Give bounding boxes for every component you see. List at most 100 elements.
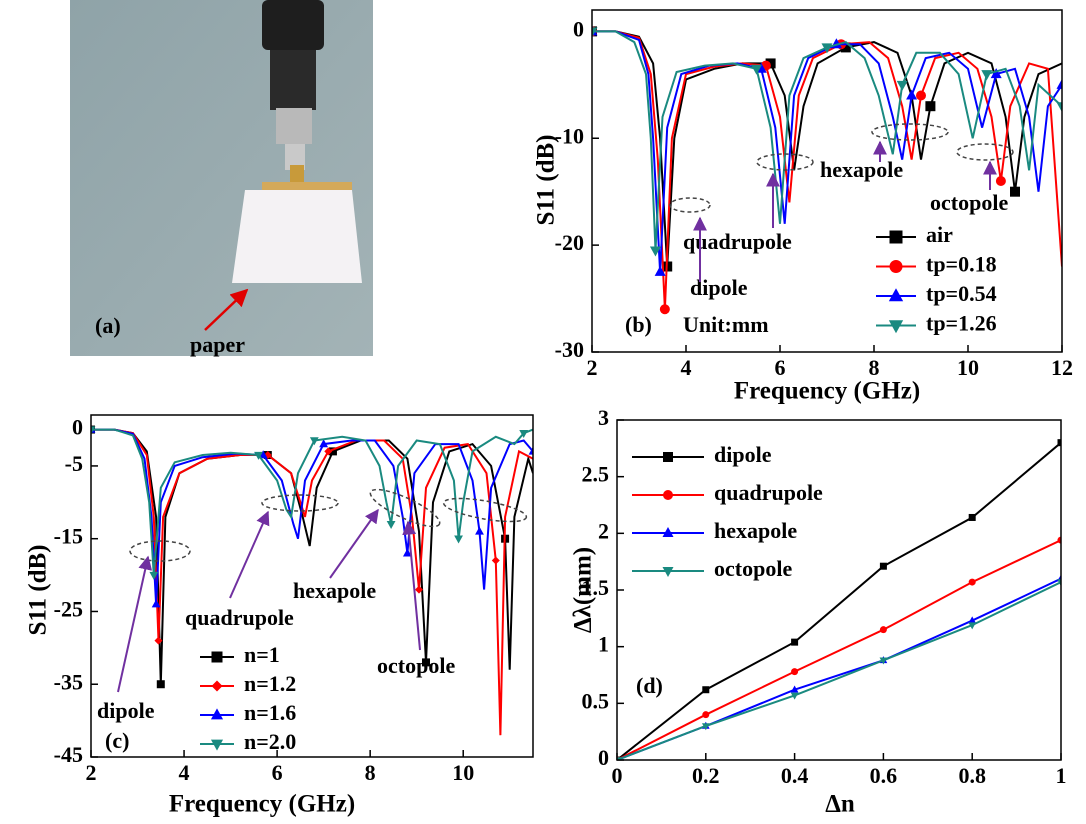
- x-axis-label: Δn: [825, 791, 855, 818]
- x-tick-label: 4: [179, 760, 190, 785]
- connector-pin: [285, 144, 305, 170]
- marker: [649, 246, 661, 257]
- marker: [324, 447, 333, 456]
- plot-frame: [616, 419, 1062, 761]
- marker: [592, 27, 598, 38]
- mode-arrow: [117, 555, 153, 693]
- marker: [1056, 78, 1062, 89]
- marker: [879, 657, 888, 665]
- line: [617, 441, 1061, 760]
- marker: [415, 585, 424, 594]
- y-axis-label: S11 (dB): [25, 544, 52, 635]
- mode-ellipse: [369, 488, 441, 528]
- marker: [995, 176, 1006, 186]
- marker: [702, 686, 710, 694]
- y-tick-label: -15: [54, 524, 83, 549]
- x-tick-label: 8: [365, 760, 376, 785]
- mode-ellipse: [261, 494, 339, 512]
- marker: [1056, 102, 1062, 113]
- series: [617, 439, 1061, 760]
- panel-label: (c): [105, 728, 129, 753]
- plot-frame: [591, 9, 1063, 353]
- y-tick-label: 1: [598, 632, 609, 657]
- annotation: octopole: [377, 653, 455, 678]
- photo-panel: (a) paper: [70, 0, 373, 357]
- x-tick-label: 10: [452, 760, 474, 785]
- marker: [1057, 439, 1061, 447]
- mode-arrow: [229, 510, 270, 599]
- legend-label: tp=0.18: [926, 252, 997, 277]
- marker: [386, 520, 396, 529]
- line: [617, 581, 1061, 760]
- legend-label: quadrupole: [714, 480, 823, 505]
- y-tick-label: -45: [54, 742, 83, 767]
- marker: [925, 101, 936, 112]
- marker: [491, 556, 500, 565]
- marker: [889, 260, 903, 273]
- y-tick-label: 3: [598, 405, 609, 430]
- legend-label: n=1.2: [244, 671, 296, 696]
- x-tick-label: 2: [86, 760, 97, 785]
- photo-background: [70, 0, 373, 356]
- marker: [791, 638, 799, 646]
- legend-label: tp=1.26: [926, 311, 997, 336]
- annotation: octopole: [930, 190, 1008, 215]
- mode-ellipse: [669, 197, 711, 213]
- marker: [968, 578, 976, 586]
- x-tick-label: 0.6: [870, 763, 898, 788]
- marker: [210, 739, 224, 751]
- marker: [654, 265, 666, 276]
- line: [592, 30, 1062, 272]
- marker: [258, 450, 268, 459]
- x-tick-label: 10: [957, 355, 979, 380]
- plot-frame: [90, 414, 534, 758]
- marker: [663, 452, 673, 462]
- marker: [254, 451, 263, 460]
- marker: [402, 548, 412, 557]
- x-tick-label: 8: [869, 355, 880, 380]
- mode-arrow: [402, 520, 421, 651]
- y-tick-label: 2.5: [582, 462, 610, 487]
- marker: [896, 80, 908, 91]
- mode-arrow: [329, 508, 379, 579]
- annotation: hexapole: [293, 578, 376, 603]
- y-tick-label: 0: [598, 745, 609, 770]
- mode-ellipse: [756, 153, 814, 171]
- marker: [149, 571, 159, 580]
- series: [617, 579, 1061, 760]
- legend-label: air: [926, 222, 953, 247]
- marker: [821, 43, 833, 54]
- legend-label: n=1.6: [244, 700, 296, 725]
- connector-body: [270, 50, 316, 110]
- x-tick-label: 0.8: [958, 763, 986, 788]
- y-tick-label: 0.5: [582, 688, 610, 713]
- legend-label: octopole: [714, 556, 792, 581]
- marker: [663, 490, 673, 500]
- marker: [91, 426, 96, 435]
- marker: [319, 439, 329, 448]
- marker: [662, 567, 674, 577]
- y-tick-label: 2: [598, 518, 609, 543]
- marker: [879, 626, 887, 634]
- series: [617, 536, 1061, 760]
- marker: [211, 680, 223, 692]
- y-tick-label: 1.5: [582, 575, 610, 600]
- marker: [454, 535, 463, 544]
- marker: [889, 230, 903, 244]
- paper-sheet: [232, 190, 362, 283]
- y-tick-label: -30: [555, 337, 584, 362]
- marker: [968, 616, 977, 624]
- legend-label: n=2.0: [244, 729, 296, 754]
- marker: [702, 711, 710, 719]
- panel-label: (b): [625, 312, 652, 337]
- x-tick-label: 0.2: [692, 763, 720, 788]
- x-axis-label: Frequency (GHz): [169, 791, 355, 818]
- x-axis-label: Frequency (GHz): [734, 378, 920, 405]
- panel-label: (a): [95, 313, 121, 338]
- y-axis-label: S11 (dB): [533, 134, 560, 225]
- marker: [309, 437, 319, 446]
- marker: [888, 288, 904, 302]
- marker: [879, 562, 887, 570]
- marker: [659, 304, 670, 315]
